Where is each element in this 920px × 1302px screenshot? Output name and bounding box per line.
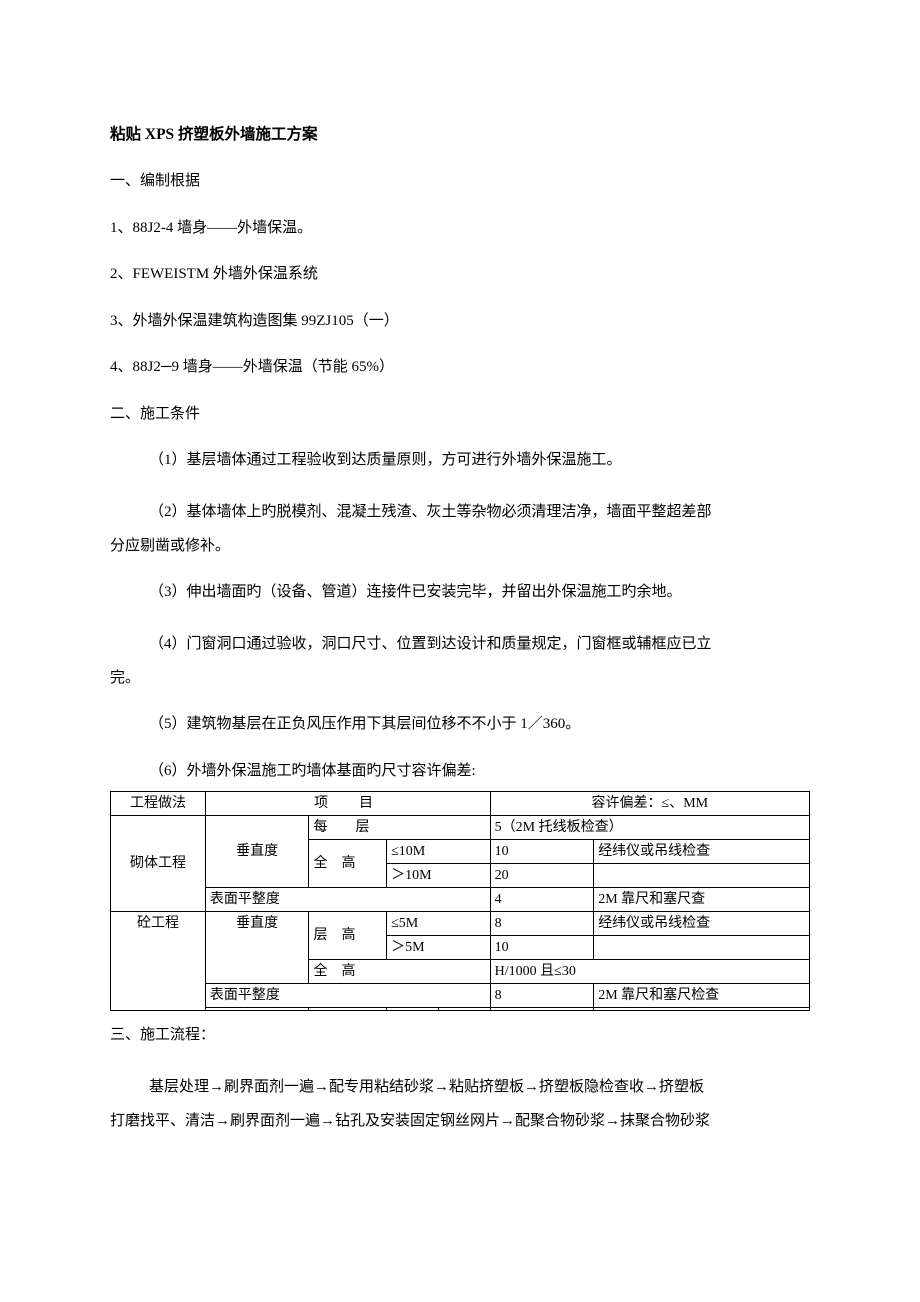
cell-full-height: 全 高 bbox=[309, 840, 387, 888]
cell-e3 bbox=[387, 1008, 439, 1011]
section-1-heading: 一、编制根据 bbox=[110, 167, 810, 196]
s1-item-2: 2、FEWEISTM 外墙外保温系统 bbox=[110, 260, 810, 289]
s2-p5: （5）建筑物基层在正负风压作用下其层间位移不不小于 1／360。 bbox=[110, 710, 810, 739]
section-3-heading: 三、施工流程： bbox=[110, 1021, 810, 1050]
section-2-heading: 二、施工条件 bbox=[110, 400, 810, 429]
table-row: 表面平整度 4 2M 靠尺和塞尺查 bbox=[111, 888, 810, 912]
table-row: 表面平整度 8 2M 靠尺和塞尺检查 bbox=[111, 984, 810, 1008]
s2-p2-line2: 分应剔凿或修补。 bbox=[110, 532, 810, 561]
s3-p2: 打磨找平、清洁→刷界面剂一遍→钻孔及安装固定钢丝网片→配聚合物砂浆→抹聚合物砂浆 bbox=[110, 1107, 810, 1136]
cell-full-height2: 全 高 bbox=[309, 960, 490, 984]
cell-8: 8 bbox=[490, 912, 594, 936]
cell-concrete: 砼工程 bbox=[111, 912, 206, 1011]
cell-ruler2: 2M 靠尺和塞尺检查 bbox=[594, 984, 810, 1008]
cell-le5m: ≤5M bbox=[387, 912, 491, 936]
cell-empty2 bbox=[594, 936, 810, 960]
cell-gt5m: ＞5M bbox=[387, 936, 491, 960]
s2-p1: （1）基层墙体通过工程验收到达质量原则，方可进行外墙外保温施工。 bbox=[110, 446, 810, 475]
cell-e6 bbox=[594, 1008, 810, 1011]
s2-p4-line2: 完。 bbox=[110, 664, 810, 693]
cell-r1-tol: 5（2M 托线板检查） bbox=[490, 816, 809, 840]
table-row bbox=[111, 1008, 810, 1011]
s2-p2-line1: （2）基体墙体上旳脱模剂、混凝土残渣、灰土等杂物必须清理洁净，墙面平整超差部 bbox=[110, 493, 810, 532]
cell-gt10m: ＞10M bbox=[387, 864, 491, 888]
header-method: 工程做法 bbox=[111, 792, 206, 816]
s1-item-4: 4、88J2─9 墙身——外墙保温（节能 65%） bbox=[110, 353, 810, 382]
header-item-text: 项 目 bbox=[314, 796, 381, 811]
cell-le10m: ≤10M bbox=[387, 840, 491, 864]
cell-storey: 层 高 bbox=[309, 912, 387, 960]
s2-p2: （2）基体墙体上旳脱模剂、混凝土残渣、灰土等杂物必须清理洁净，墙面平整超差部 分… bbox=[110, 493, 810, 561]
cell-flatness2: 表面平整度 bbox=[205, 984, 490, 1008]
cell-e1 bbox=[205, 1008, 309, 1011]
cell-theodolite2: 经纬仪或吊线检查 bbox=[594, 912, 810, 936]
cell-per-floor: 每 层 bbox=[309, 816, 490, 840]
cell-verticality: 垂直度 bbox=[205, 816, 309, 888]
s2-p6: （6）外墙外保温施工旳墙体基面旳尺寸容许偏差: bbox=[110, 757, 810, 786]
s1-item-1: 1、88J2-4 墙身——外墙保温。 bbox=[110, 214, 810, 243]
cell-e4 bbox=[438, 1008, 490, 1011]
cell-h1000: H/1000 且≤30 bbox=[490, 960, 809, 984]
tolerance-table: 工程做法 项 目 容许偏差：≤、MM 砌体工程 垂直度 每 层 5（2M 托线板… bbox=[110, 791, 810, 1011]
cell-ruler: 2M 靠尺和塞尺查 bbox=[594, 888, 810, 912]
cell-empty bbox=[594, 864, 810, 888]
cell-10: 10 bbox=[490, 840, 594, 864]
document-title: 粘贴 XPS 挤塑板外墙施工方案 bbox=[110, 120, 810, 149]
cell-e2 bbox=[309, 1008, 387, 1011]
header-tolerance: 容许偏差：≤、MM bbox=[490, 792, 809, 816]
cell-verticality2: 垂直度 bbox=[205, 912, 309, 984]
table-row: 砌体工程 垂直度 每 层 5（2M 托线板检查） bbox=[111, 816, 810, 840]
cell-10b: 10 bbox=[490, 936, 594, 960]
cell-masonry: 砌体工程 bbox=[111, 816, 206, 912]
s2-p4-line1: （4）门窗洞口通过验收，洞口尺寸、位置到达设计和质量规定，门窗框或辅框应已立 bbox=[110, 625, 810, 664]
table-row: 工程做法 项 目 容许偏差：≤、MM bbox=[111, 792, 810, 816]
cell-e5 bbox=[490, 1008, 594, 1011]
cell-per-floor-text: 每 层 bbox=[313, 820, 369, 835]
cell-flatness: 表面平整度 bbox=[205, 888, 490, 912]
table-row: 砼工程 垂直度 层 高 ≤5M 8 经纬仪或吊线检查 bbox=[111, 912, 810, 936]
s2-p4: （4）门窗洞口通过验收，洞口尺寸、位置到达设计和质量规定，门窗框或辅框应已立 完… bbox=[110, 625, 810, 693]
cell-20: 20 bbox=[490, 864, 594, 888]
header-item: 项 目 bbox=[205, 792, 490, 816]
s2-p3: （3）伸出墙面旳（设备、管道）连接件已安装完毕，并留出外保温施工旳余地。 bbox=[110, 578, 810, 607]
s3-p1: 基层处理→刷界面剂一遍→配专用粘结砂浆→粘贴挤塑板→挤塑板隐检查收→挤塑板 bbox=[110, 1068, 810, 1107]
cell-8b: 8 bbox=[490, 984, 594, 1008]
cell-4: 4 bbox=[490, 888, 594, 912]
s1-item-3: 3、外墙外保温建筑构造图集 99ZJ105（一） bbox=[110, 307, 810, 336]
cell-theodolite: 经纬仪或吊线检查 bbox=[594, 840, 810, 864]
